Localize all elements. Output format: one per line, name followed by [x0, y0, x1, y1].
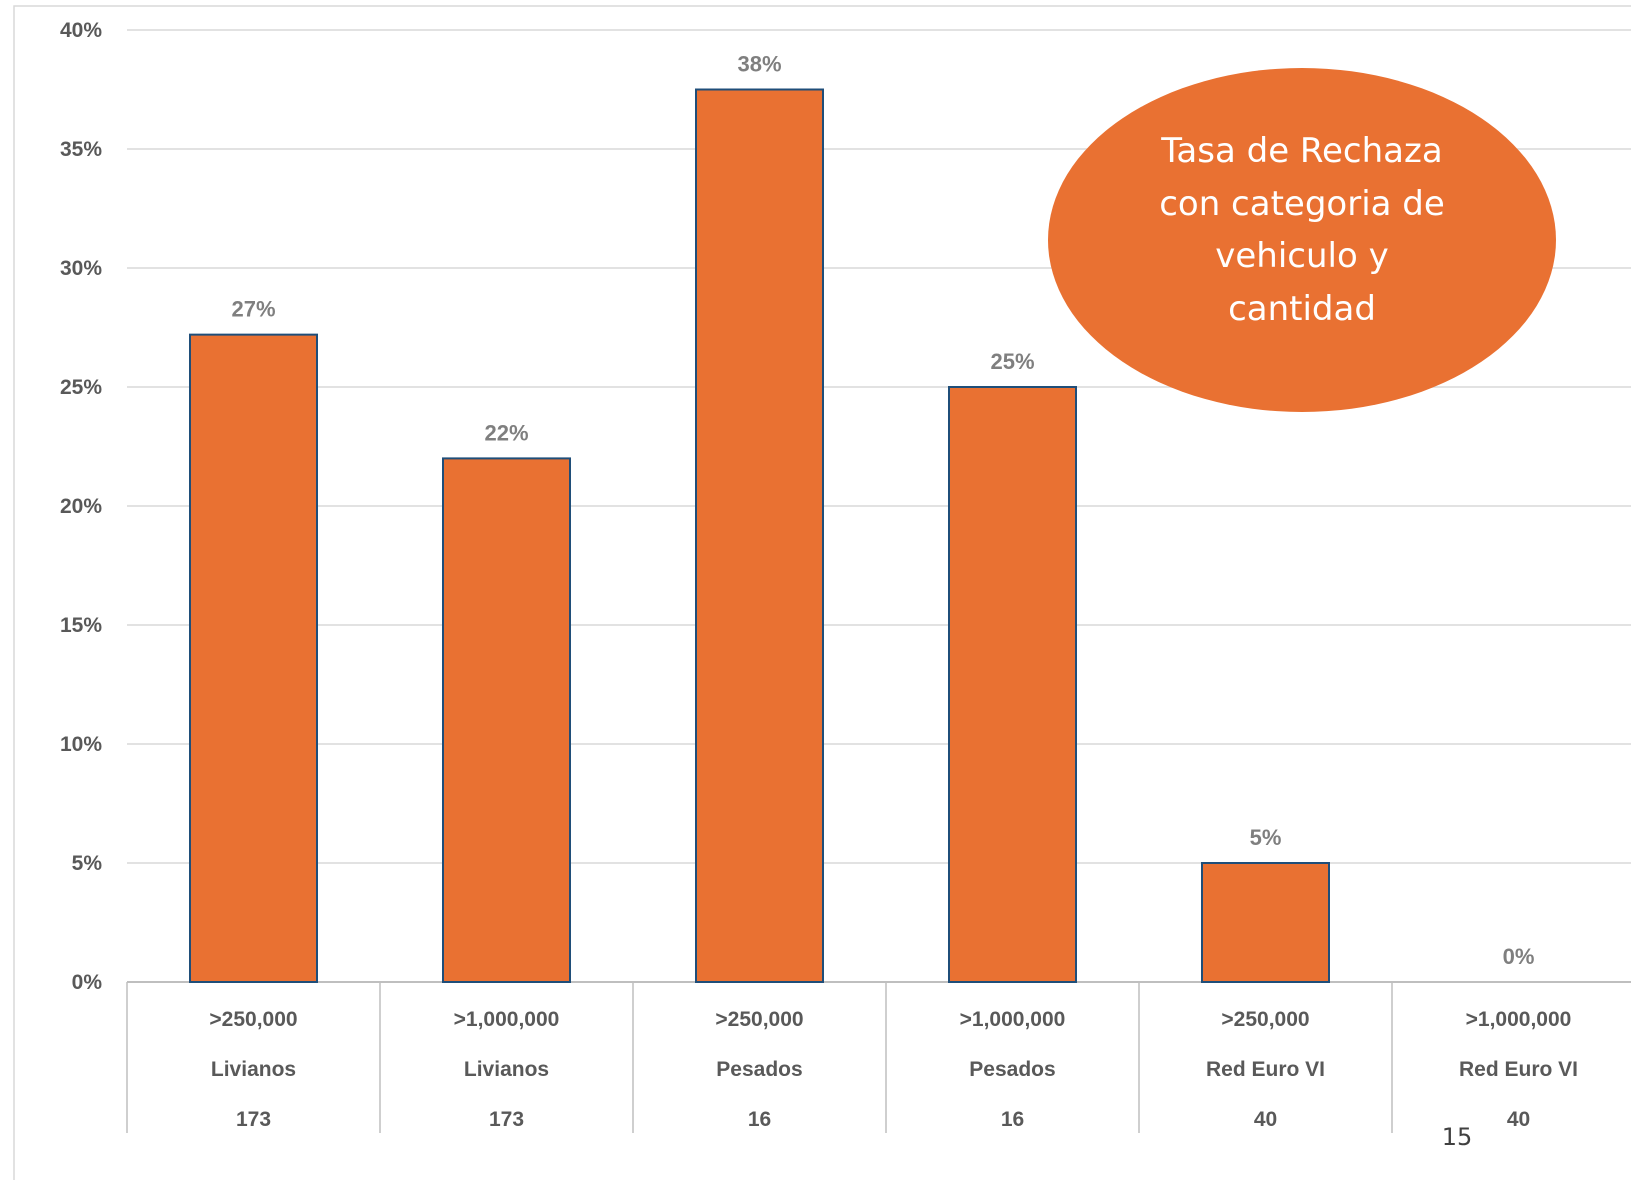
callout-line-2: con categoria de	[1159, 184, 1445, 224]
y-tick-label: 15%	[60, 614, 102, 637]
x-category-label: 173	[489, 1108, 524, 1131]
x-category-label: 40	[1254, 1108, 1277, 1131]
data-label: 5%	[1250, 825, 1282, 850]
x-category-label: >1,000,000	[454, 1008, 560, 1031]
bar	[189, 333, 318, 983]
x-category-label: 16	[1001, 1108, 1024, 1131]
x-category-label: Pesados	[716, 1058, 802, 1081]
callout-bubble: Tasa de Rechaza con categoria de vehicul…	[1048, 68, 1556, 412]
callout-line-4: cantidad	[1228, 289, 1376, 329]
x-category-label: 16	[748, 1108, 771, 1131]
x-category-label: >1,000,000	[960, 1008, 1066, 1031]
y-axis-tick-labels: 0% 5% 10% 15% 20% 25% 30% 35% 40%	[60, 19, 102, 994]
bar	[695, 88, 824, 983]
data-label: 38%	[737, 52, 781, 77]
data-label: 27%	[231, 297, 275, 322]
y-tick-label: 35%	[60, 138, 102, 161]
bars	[189, 88, 1330, 983]
y-tick-label: 25%	[60, 376, 102, 399]
x-category-label: Livianos	[211, 1058, 296, 1081]
y-tick-label: 40%	[60, 19, 102, 42]
y-tick-label: 0%	[72, 971, 103, 994]
y-tick-label: 30%	[60, 257, 102, 280]
callout-line-3: vehiculo y	[1215, 236, 1388, 276]
callout-line-1: Tasa de Rechaza	[1160, 131, 1442, 171]
data-labels: 27% 22% 38% 25% 5% 0%	[231, 52, 1534, 970]
y-tick-label: 20%	[60, 495, 102, 518]
x-category-label: 40	[1507, 1108, 1530, 1131]
x-category-label: >250,000	[715, 1008, 803, 1031]
y-tick-label: 5%	[72, 852, 103, 875]
data-label: 0%	[1503, 944, 1535, 969]
bar	[948, 386, 1077, 983]
bar	[1201, 862, 1330, 983]
x-category-label: Livianos	[464, 1058, 549, 1081]
x-axis-categories: >250,000 >1,000,000 >250,000 >1,000,000 >250…	[126, 982, 1578, 1133]
x-category-label: Red Euro VI	[1206, 1058, 1325, 1081]
slide-number: 15	[1442, 1123, 1473, 1151]
bar	[442, 457, 571, 983]
callout-ellipse	[1048, 68, 1556, 412]
x-category-label: Red Euro VI	[1459, 1058, 1578, 1081]
data-label: 22%	[484, 420, 528, 445]
x-category-label: Pesados	[969, 1058, 1055, 1081]
x-category-label: >250,000	[209, 1008, 297, 1031]
data-label: 25%	[990, 349, 1034, 374]
x-category-label: 173	[236, 1108, 271, 1131]
y-tick-label: 10%	[60, 733, 102, 756]
chart-frame	[13, 5, 1631, 1180]
x-category-label: >1,000,000	[1466, 1008, 1572, 1031]
x-category-label: >250,000	[1221, 1008, 1309, 1031]
